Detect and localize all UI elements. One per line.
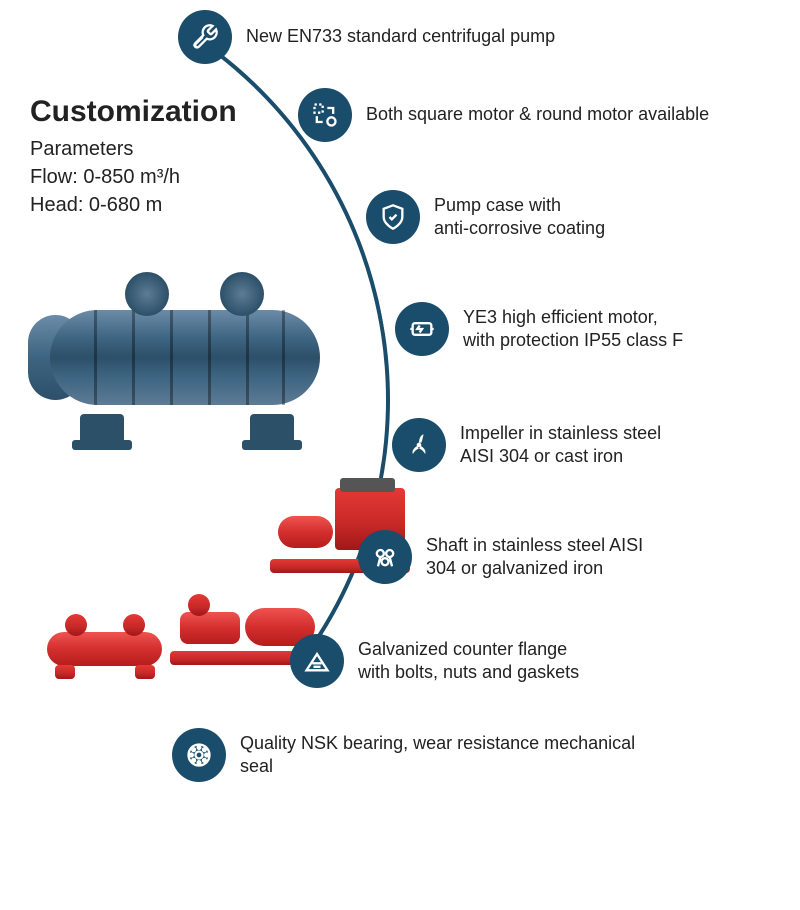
- main-pump-image: [10, 260, 350, 460]
- feature-item-motor: YE3 high efficient motor, with protectio…: [395, 302, 683, 356]
- feature-text: Shaft in stainless steel AISI 304 or gal…: [426, 534, 643, 581]
- shaft-icon: [358, 530, 412, 584]
- flow-spec: Flow: 0-850 m³/h: [30, 163, 237, 191]
- feature-text: Pump case with anti-corrosive coating: [434, 194, 605, 241]
- feature-text: Galvanized counter flange with bolts, nu…: [358, 638, 579, 685]
- feature-item-shaft: Shaft in stainless steel AISI 304 or gal…: [358, 530, 643, 584]
- red-pump-multistage: [35, 610, 175, 685]
- feature-text: Quality NSK bearing, wear resistance mec…: [240, 732, 640, 779]
- params-label: Parameters: [30, 135, 237, 163]
- swap-icon: [298, 88, 352, 142]
- flange-icon: [290, 634, 344, 688]
- feature-item-bearing: Quality NSK bearing, wear resistance mec…: [172, 728, 640, 782]
- feature-text: YE3 high efficient motor, with protectio…: [463, 306, 683, 353]
- feature-item-propeller: Impeller in stainless steel AISI 304 or …: [392, 418, 661, 472]
- feature-item-shield: Pump case with anti-corrosive coating: [366, 190, 605, 244]
- feature-item-tools: New EN733 standard centrifugal pump: [178, 10, 555, 64]
- feature-text: Both square motor & round motor availabl…: [366, 103, 709, 126]
- tools-icon: [178, 10, 232, 64]
- feature-item-flange: Galvanized counter flange with bolts, nu…: [290, 634, 579, 688]
- motor-icon: [395, 302, 449, 356]
- customization-block: Customization Parameters Flow: 0-850 m³/…: [30, 95, 237, 219]
- shield-icon: [366, 190, 420, 244]
- customization-title: Customization: [30, 95, 237, 129]
- propeller-icon: [392, 418, 446, 472]
- head-spec: Head: 0-680 m: [30, 191, 237, 219]
- bearing-icon: [172, 728, 226, 782]
- feature-text: New EN733 standard centrifugal pump: [246, 25, 555, 48]
- feature-text: Impeller in stainless steel AISI 304 or …: [460, 422, 661, 469]
- feature-item-swap: Both square motor & round motor availabl…: [298, 88, 709, 142]
